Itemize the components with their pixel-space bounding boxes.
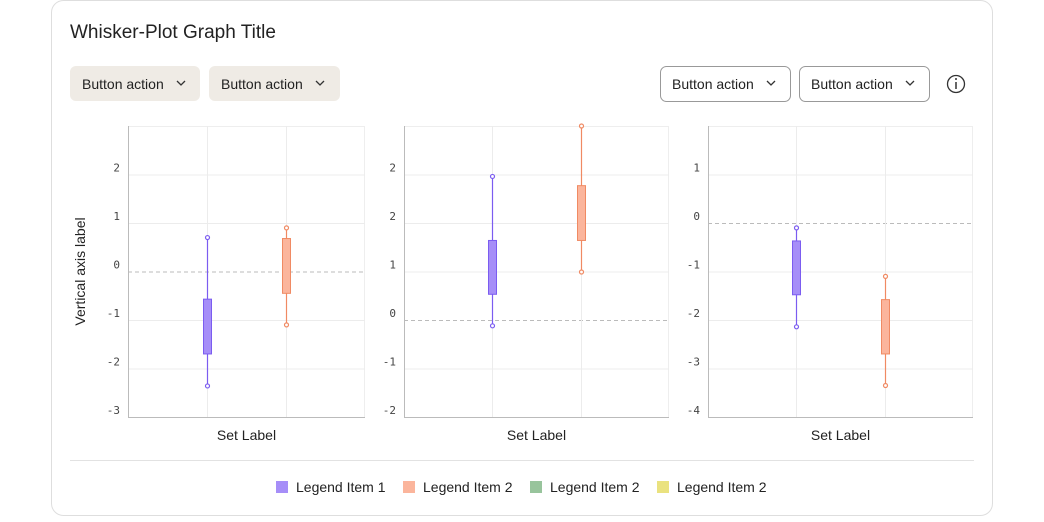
box: [282, 238, 291, 294]
button[interactable]: Button action: [70, 66, 200, 101]
x-axis-label: Set Label: [811, 427, 870, 443]
whisker-end: [793, 225, 800, 231]
whisker-end: [204, 234, 211, 241]
y-tick-label: -3: [687, 356, 700, 369]
y-tick-label: 0: [113, 259, 120, 272]
legend-swatch: [276, 481, 288, 493]
y-tick-label: -2: [107, 356, 120, 369]
legend-swatch: [403, 481, 415, 493]
button[interactable]: Button action: [660, 66, 791, 102]
whisker-end: [578, 269, 585, 275]
y-tick-label: 1: [693, 162, 700, 175]
box: [203, 298, 212, 355]
y-axis-label: Vertical axis label: [72, 217, 88, 325]
whisker-end: [882, 382, 889, 389]
button[interactable]: Button action: [799, 66, 930, 102]
y-tick-label: -2: [383, 404, 396, 417]
legend-swatch: [657, 481, 669, 493]
info-icon[interactable]: [946, 74, 966, 94]
x-axis-label: Set Label: [507, 427, 566, 443]
button[interactable]: Button action: [209, 66, 340, 101]
y-tick-label: -2: [687, 307, 700, 320]
box: [488, 239, 497, 295]
whisker-end: [283, 322, 290, 328]
whisker-end: [283, 225, 290, 231]
legend-label: Legend Item 2: [550, 479, 640, 495]
legend-label: Legend Item 2: [423, 479, 513, 495]
y-tick-label: -4: [687, 404, 701, 417]
y-tick-label: -1: [687, 259, 700, 272]
y-tick-label: 0: [389, 307, 396, 320]
box: [577, 185, 586, 241]
whisker-end: [882, 273, 889, 279]
y-tick-label: -1: [107, 307, 120, 320]
box: [881, 299, 890, 355]
y-tick-label: 2: [113, 162, 120, 175]
title: Whisker-Plot Graph Title: [70, 22, 276, 43]
legend-label: Legend Item 1: [296, 479, 386, 495]
whisker-end: [204, 383, 211, 389]
y-tick-label: 2: [389, 210, 396, 223]
legend-label: Legend Item 2: [677, 479, 767, 495]
button-label: Button action: [221, 76, 303, 92]
button-label: Button action: [811, 76, 893, 92]
button-label: Button action: [672, 76, 754, 92]
y-tick-label: -3: [107, 404, 120, 417]
button-label: Button action: [82, 76, 164, 92]
x-axis-label: Set Label: [217, 427, 276, 443]
whisker-end: [578, 123, 585, 129]
legend-swatch: [530, 481, 542, 493]
box: [792, 240, 801, 296]
whisker-end: [489, 173, 496, 180]
y-tick-label: 2: [389, 162, 396, 175]
y-tick-label: 0: [693, 210, 700, 223]
y-tick-label: 1: [389, 259, 396, 272]
y-tick-label: -1: [383, 356, 396, 369]
whisker-end: [489, 323, 496, 329]
y-tick-label: 1: [113, 210, 120, 223]
whisker-end: [793, 324, 800, 330]
